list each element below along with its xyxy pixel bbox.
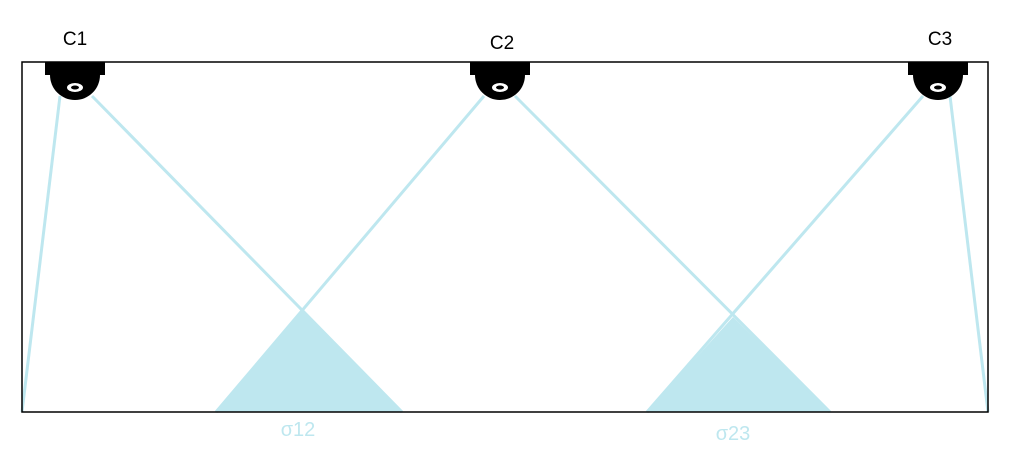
camera-label-c3: C3	[928, 29, 952, 50]
fov-line-c3-left	[645, 95, 925, 413]
dome-camera-icon	[45, 62, 105, 100]
overlap-label-c1-c2: σ12	[281, 419, 316, 441]
fov-line-c1-right	[90, 94, 404, 414]
fov-line-c2-left	[214, 95, 486, 413]
dome-camera-icon	[908, 62, 968, 100]
overlap-label-c2-c3: σ23	[716, 423, 751, 445]
camera-c3: C3	[908, 29, 968, 100]
camera-c2: C2	[470, 33, 530, 100]
overlap-region-c1-c2	[216, 309, 402, 412]
room-outline	[21, 61, 989, 413]
fov-line-c1-left	[20, 95, 62, 413]
dome-camera-icon	[470, 62, 530, 100]
fov-lines	[20, 94, 990, 414]
overlap-region-c2-c3	[647, 317, 830, 412]
camera-c1: C1	[45, 29, 105, 100]
fov-line-c2-right	[513, 94, 832, 414]
camera-label-c2: C2	[490, 33, 514, 54]
fov-line-c3-right	[948, 95, 990, 413]
camera-label-c1: C1	[63, 29, 87, 50]
